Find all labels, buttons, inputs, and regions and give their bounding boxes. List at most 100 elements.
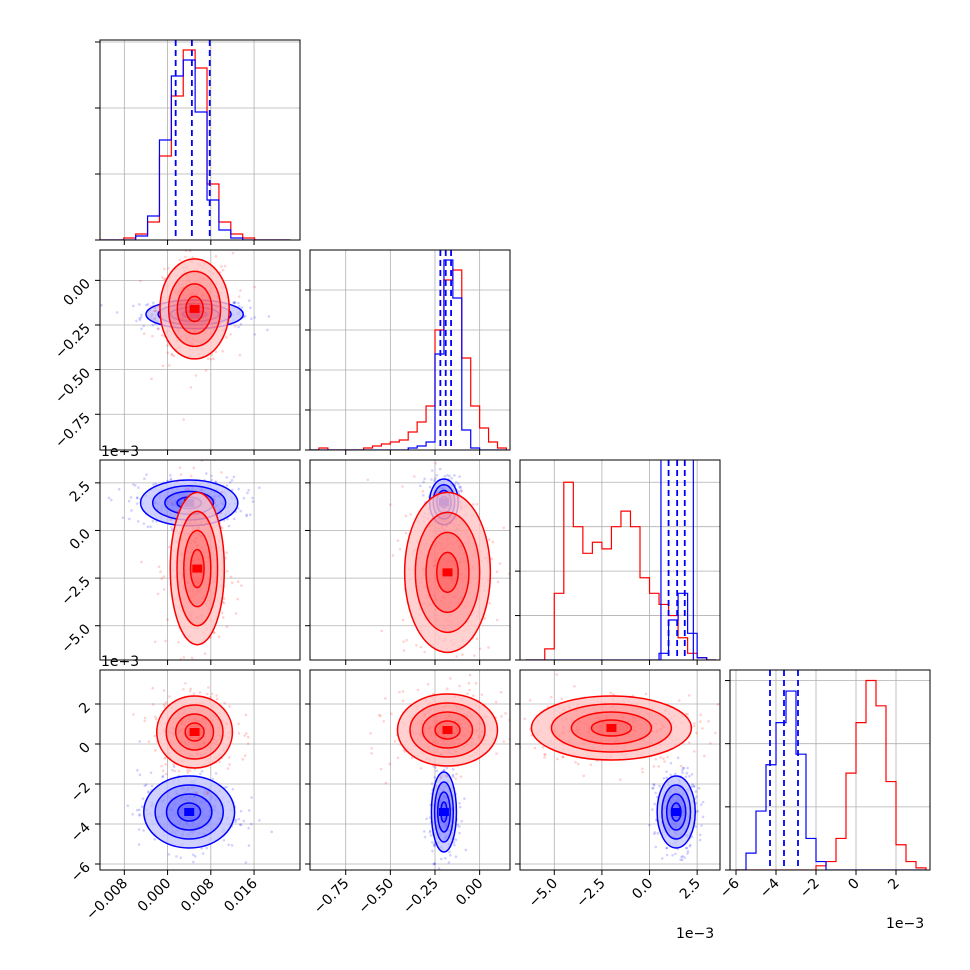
scatter-point <box>452 841 456 844</box>
scatter-point <box>433 843 437 847</box>
scatter-point <box>220 491 224 494</box>
scatter-point <box>246 742 250 745</box>
scatter-point <box>152 301 155 305</box>
scatter-point <box>253 316 257 319</box>
histogram-panel-3 <box>725 669 931 875</box>
scatter-point <box>236 580 240 583</box>
scatter-point <box>136 496 139 499</box>
scatter-point <box>232 301 235 304</box>
y-tick-label: −2 <box>68 780 94 806</box>
scatter-point <box>456 823 460 827</box>
scatter-point <box>188 677 191 680</box>
scatter-point <box>210 478 214 482</box>
scatter-point <box>388 762 392 766</box>
scatter-point <box>143 784 147 788</box>
scatter-point <box>428 485 432 489</box>
scatter-point <box>126 804 130 808</box>
scatter-point <box>229 575 233 579</box>
scatter-point <box>716 703 720 706</box>
scatter-point <box>688 844 692 848</box>
scatter-point <box>137 828 141 831</box>
scatter-point <box>133 484 137 487</box>
scatter-point <box>138 813 142 816</box>
scatter-point <box>146 525 150 529</box>
scatter-point <box>665 846 668 850</box>
scatter-point <box>573 685 576 688</box>
scatter-point <box>150 784 154 788</box>
scatter-point <box>175 855 178 858</box>
scatter-point <box>237 487 240 491</box>
x-tick-label: 0.016 <box>221 875 261 915</box>
scatter-point <box>244 713 248 717</box>
scatter-point <box>240 584 243 587</box>
scatter-point <box>190 454 193 457</box>
scatter-point <box>212 631 216 635</box>
scatter-point <box>210 692 214 696</box>
scatter-point <box>612 693 615 696</box>
scatter-point <box>175 479 179 483</box>
scatter-point <box>247 826 250 830</box>
scatter-point <box>193 855 197 858</box>
scatter-point <box>164 701 168 704</box>
scatter-point <box>206 357 210 361</box>
scatter-point <box>463 797 466 800</box>
scatter-point <box>438 467 442 471</box>
scatter-point <box>153 317 157 320</box>
scatter-point <box>679 858 682 861</box>
scatter-point <box>688 774 691 778</box>
scatter-point <box>454 777 457 780</box>
scatter-point <box>153 640 157 644</box>
scatter-point <box>419 766 423 770</box>
scatter-point <box>380 629 384 633</box>
scatter-point <box>233 301 237 304</box>
scatter-point <box>223 264 227 268</box>
scatter-point <box>655 795 659 799</box>
scatter-point <box>170 352 173 356</box>
histogram-frame-2 <box>519 459 721 661</box>
x-tick-label: −0.50 <box>356 876 398 918</box>
y-tick-label: 0 <box>76 740 94 758</box>
scatter-point <box>681 771 684 774</box>
y-tick-label: 0.0 <box>67 526 94 553</box>
scatter-point <box>220 526 224 530</box>
scatter-point <box>142 829 145 832</box>
scatter-point <box>211 777 215 781</box>
scatter-point <box>693 722 696 725</box>
scatter-point <box>209 696 212 699</box>
scatter-point <box>132 483 135 486</box>
scatter-point <box>685 771 689 775</box>
scatter-point <box>164 772 168 776</box>
scatter-point <box>169 525 173 529</box>
scatter-point <box>660 857 664 860</box>
scatter-point <box>690 773 694 776</box>
scatter-point <box>184 681 187 685</box>
scatter-point <box>163 267 166 271</box>
scatter-point <box>431 764 435 768</box>
scatter-point <box>182 418 185 421</box>
scatter-point <box>232 517 236 521</box>
scatter-point <box>451 773 455 777</box>
scatter-point <box>686 852 689 855</box>
scatter-point <box>228 763 231 766</box>
scatter-point <box>656 832 660 835</box>
scatter-point <box>453 843 456 847</box>
scatter-point <box>192 692 196 696</box>
scatter-point <box>160 577 164 581</box>
scatter-point <box>684 775 688 779</box>
scatter-point <box>140 313 143 317</box>
scatter-point <box>432 844 436 848</box>
scatter-point <box>555 673 558 676</box>
scatter-point <box>221 268 225 272</box>
scatter-point <box>560 697 564 701</box>
offset-label-param-1: 1e−3 <box>101 444 139 460</box>
scatter-point <box>458 831 461 835</box>
scatter-point <box>166 618 169 621</box>
scatter-point <box>688 843 692 847</box>
scatter-point <box>115 311 119 314</box>
scatter-point <box>166 351 170 355</box>
scatter-point <box>172 765 176 768</box>
scatter-point <box>152 483 155 486</box>
scatter-point <box>378 713 381 717</box>
scatter-point <box>247 844 251 847</box>
